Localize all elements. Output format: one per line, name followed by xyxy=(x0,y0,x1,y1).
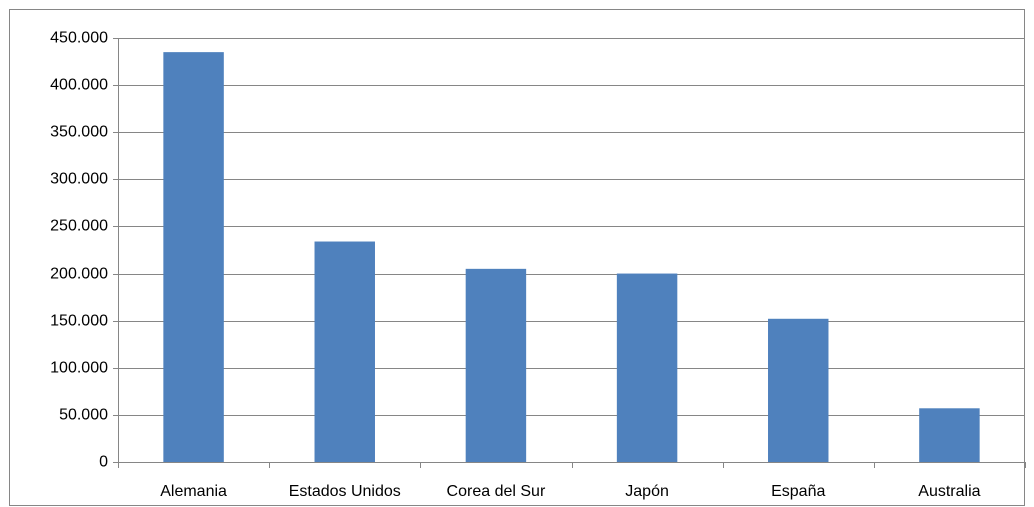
x-tick-label: Australia xyxy=(918,483,980,500)
bar xyxy=(919,408,980,462)
bar xyxy=(314,241,375,462)
y-tick-label: 350.000 xyxy=(50,124,108,141)
x-tick-label: Japón xyxy=(625,483,669,500)
y-tick-label: 100.000 xyxy=(50,360,108,377)
bar xyxy=(465,268,527,462)
y-tick-label: 450.000 xyxy=(50,30,108,47)
y-tick-label: 0 xyxy=(99,454,108,471)
x-tick-label: Corea del Sur xyxy=(447,483,546,500)
x-tick-label: España xyxy=(771,483,825,500)
y-tick-label: 50.000 xyxy=(59,407,108,424)
y-tick-label: 150.000 xyxy=(50,313,108,330)
x-tick-label: Estados Unidos xyxy=(289,483,401,500)
y-tick-label: 200.000 xyxy=(50,266,108,283)
bar xyxy=(616,273,678,462)
y-tick-label: 300.000 xyxy=(50,171,108,188)
x-tick-label: Alemania xyxy=(160,483,227,500)
bar xyxy=(768,318,829,462)
bar xyxy=(163,52,224,463)
y-tick-label: 400.000 xyxy=(50,77,108,94)
y-tick-label: 250.000 xyxy=(50,218,108,235)
